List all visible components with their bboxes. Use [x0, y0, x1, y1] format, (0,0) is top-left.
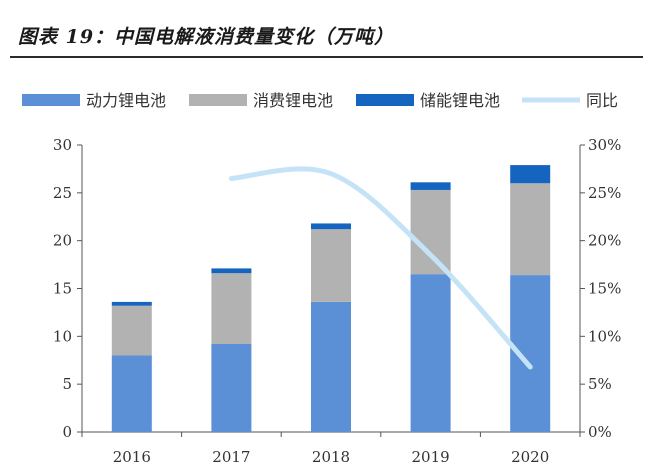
title-divider — [10, 56, 643, 58]
bar-segment — [111, 301, 152, 306]
bars — [111, 165, 551, 432]
bar-segment — [510, 183, 551, 276]
right-axis-tick-label: 25% — [588, 184, 621, 202]
right-axis-tick-label: 30% — [588, 136, 621, 154]
x-axis-tick-label: 2019 — [412, 448, 450, 466]
right-axis-tick-label: 5% — [588, 375, 612, 393]
left-axis-tick-label: 5 — [62, 375, 72, 393]
right-axis-tick-label: 10% — [588, 327, 621, 345]
left-axis-tick-label: 25 — [53, 184, 72, 202]
right-axis-tick-label: 0% — [588, 423, 612, 441]
right-axis-tick-label: 15% — [588, 280, 621, 298]
legend-label: 动力锂电池 — [86, 91, 166, 110]
x-axis-tick-label: 2020 — [511, 448, 549, 466]
bar-segment — [410, 182, 451, 190]
yoy-line-path — [228, 166, 533, 370]
bar-segment — [311, 229, 351, 302]
right-axis-tick-label: 20% — [588, 232, 621, 250]
bar-segment — [410, 274, 451, 432]
legend-label: 消费锂电池 — [253, 91, 333, 110]
bar-segment — [510, 165, 551, 184]
left-axis-tick-label: 30 — [53, 136, 72, 154]
bar-segment — [311, 223, 351, 230]
x-axis-tick-label: 2017 — [212, 448, 250, 466]
left-axis-tick-label: 10 — [53, 327, 72, 345]
left-axis-tick-label: 0 — [62, 423, 72, 441]
legend-swatch — [189, 94, 247, 106]
chart-title: 图表 19：中国电解液消费量变化（万吨） — [18, 26, 395, 48]
axes: 0 5 10 15 20 25 30 0% 5% 10% 15% 20% 25% 30% 2016 2017 2… — [53, 136, 621, 466]
left-axis-tick-label: 20 — [53, 232, 72, 250]
legend: 动力锂电池 消费锂电池 储能锂电池 同比 — [22, 91, 618, 110]
bar-segment — [111, 355, 152, 432]
bar-segment — [211, 273, 252, 344]
x-axis-tick-label: 2016 — [113, 448, 151, 466]
legend-swatch — [356, 94, 414, 106]
legend-label: 同比 — [586, 91, 618, 110]
legend-swatch — [22, 94, 80, 106]
bar-segment — [211, 268, 252, 274]
left-axis-tick-label: 15 — [53, 280, 72, 298]
bar-segment — [111, 305, 152, 356]
legend-label: 储能锂电池 — [420, 91, 500, 110]
bar-segment — [410, 189, 451, 275]
yoy-line — [228, 166, 533, 370]
x-axis-tick-label: 2018 — [312, 448, 350, 466]
bar-segment — [311, 301, 351, 432]
bar-segment — [211, 343, 252, 432]
